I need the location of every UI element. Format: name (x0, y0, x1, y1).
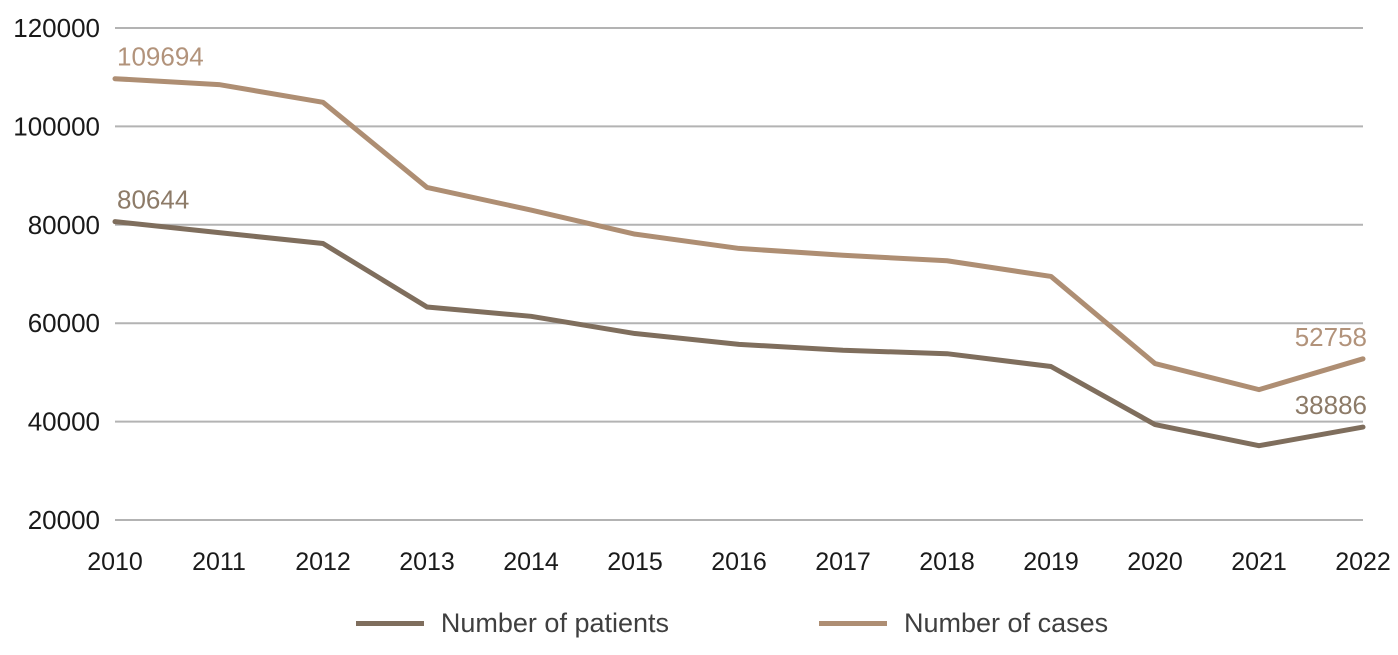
x-tick-label: 2018 (919, 548, 975, 576)
x-tick-label: 2020 (1127, 548, 1183, 576)
x-tick-label: 2010 (87, 548, 143, 576)
x-tick-label: 2019 (1023, 548, 1079, 576)
legend-item-number-of-patients: Number of patients (355, 607, 670, 639)
x-tick-label: 2021 (1231, 548, 1287, 576)
x-tick-label: 2016 (711, 548, 767, 576)
y-tick-label: 60000 (28, 308, 100, 338)
series-line-number-of-patients (112, 219, 1366, 449)
data-label-first-number-of-cases: 109694 (117, 42, 204, 72)
x-tick-label: 2017 (815, 548, 871, 576)
data-label-last-number-of-cases: 52758 (1295, 322, 1367, 352)
y-tick-label: 40000 (28, 407, 100, 437)
chart-plot-area: 20000 40000 60000 80000 100000 120000 2010 2011… (13, 13, 1391, 576)
x-tick-label: 2012 (295, 548, 351, 576)
y-tick-label: 120000 (13, 13, 100, 43)
y-tick-label: 100000 (13, 111, 100, 141)
legend-label: Number of cases (904, 607, 1109, 638)
legend-item-number-of-cases: Number of cases (819, 608, 1108, 639)
x-tick-label: 2011 (192, 548, 246, 576)
legend-label: Number of patients (440, 607, 670, 638)
legend-line-swatch-icon (819, 620, 888, 626)
data-label-first-number-of-patients: 80644 (117, 185, 189, 215)
y-tick-label: 20000 (28, 505, 100, 535)
x-tick-label: 2014 (503, 548, 559, 576)
legend-line-swatch-icon (355, 620, 424, 626)
x-tick-label: 2015 (607, 548, 663, 576)
data-label-last-number-of-patients: 38886 (1295, 390, 1367, 420)
x-tick-label: 2013 (399, 548, 455, 576)
series-line-number-of-cases (112, 76, 1366, 393)
chart-legend: Number of patients Number of cases (0, 598, 1398, 648)
x-tick-label: 2022 (1335, 548, 1391, 576)
y-tick-label: 80000 (28, 210, 100, 240)
